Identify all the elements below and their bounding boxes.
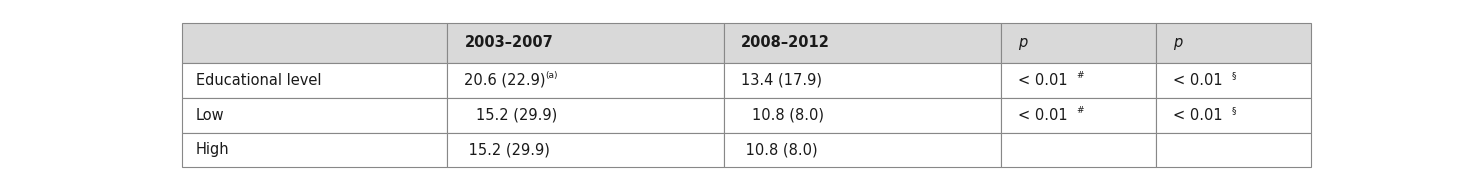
Bar [724,98,1001,133]
Text: Low: Low [195,108,224,123]
Text: p: p [1017,35,1027,50]
Bar [182,63,447,98]
Text: < 0.01: < 0.01 [1017,73,1068,88]
Bar [1155,133,1311,167]
Bar [1155,23,1311,63]
Text: #: # [1077,71,1084,80]
Text: (a): (a) [546,71,558,80]
Text: < 0.01: < 0.01 [1173,73,1222,88]
Text: 15.2 (29.9): 15.2 (29.9) [465,143,551,157]
Bar [447,23,724,63]
Bar [1001,63,1155,98]
Bar [724,133,1001,167]
Bar [447,63,724,98]
Bar [1155,98,1311,133]
Text: 15.2 (29.9): 15.2 (29.9) [475,108,557,123]
Bar [182,133,447,167]
Text: §: § [1231,106,1236,115]
Text: Educational level: Educational level [195,73,321,88]
Bar [1001,133,1155,167]
Bar [182,23,447,63]
Bar [724,63,1001,98]
Text: §: § [1231,71,1236,80]
Bar [724,23,1001,63]
Text: #: # [1077,106,1084,115]
Bar [447,133,724,167]
Text: p: p [1173,35,1182,50]
Text: 20.6 (22.9): 20.6 (22.9) [465,73,546,88]
Text: 13.4 (17.9): 13.4 (17.9) [742,73,822,88]
Bar [447,98,724,133]
Text: 2008–2012: 2008–2012 [742,35,830,50]
Bar [1001,23,1155,63]
Bar [182,98,447,133]
Text: 2003–2007: 2003–2007 [465,35,554,50]
Text: High: High [195,143,229,157]
Text: < 0.01: < 0.01 [1173,108,1222,123]
Text: 10.8 (8.0): 10.8 (8.0) [742,143,817,157]
Bar [1155,63,1311,98]
Bar [1001,98,1155,133]
Text: 10.8 (8.0): 10.8 (8.0) [752,108,825,123]
Text: < 0.01: < 0.01 [1017,108,1068,123]
